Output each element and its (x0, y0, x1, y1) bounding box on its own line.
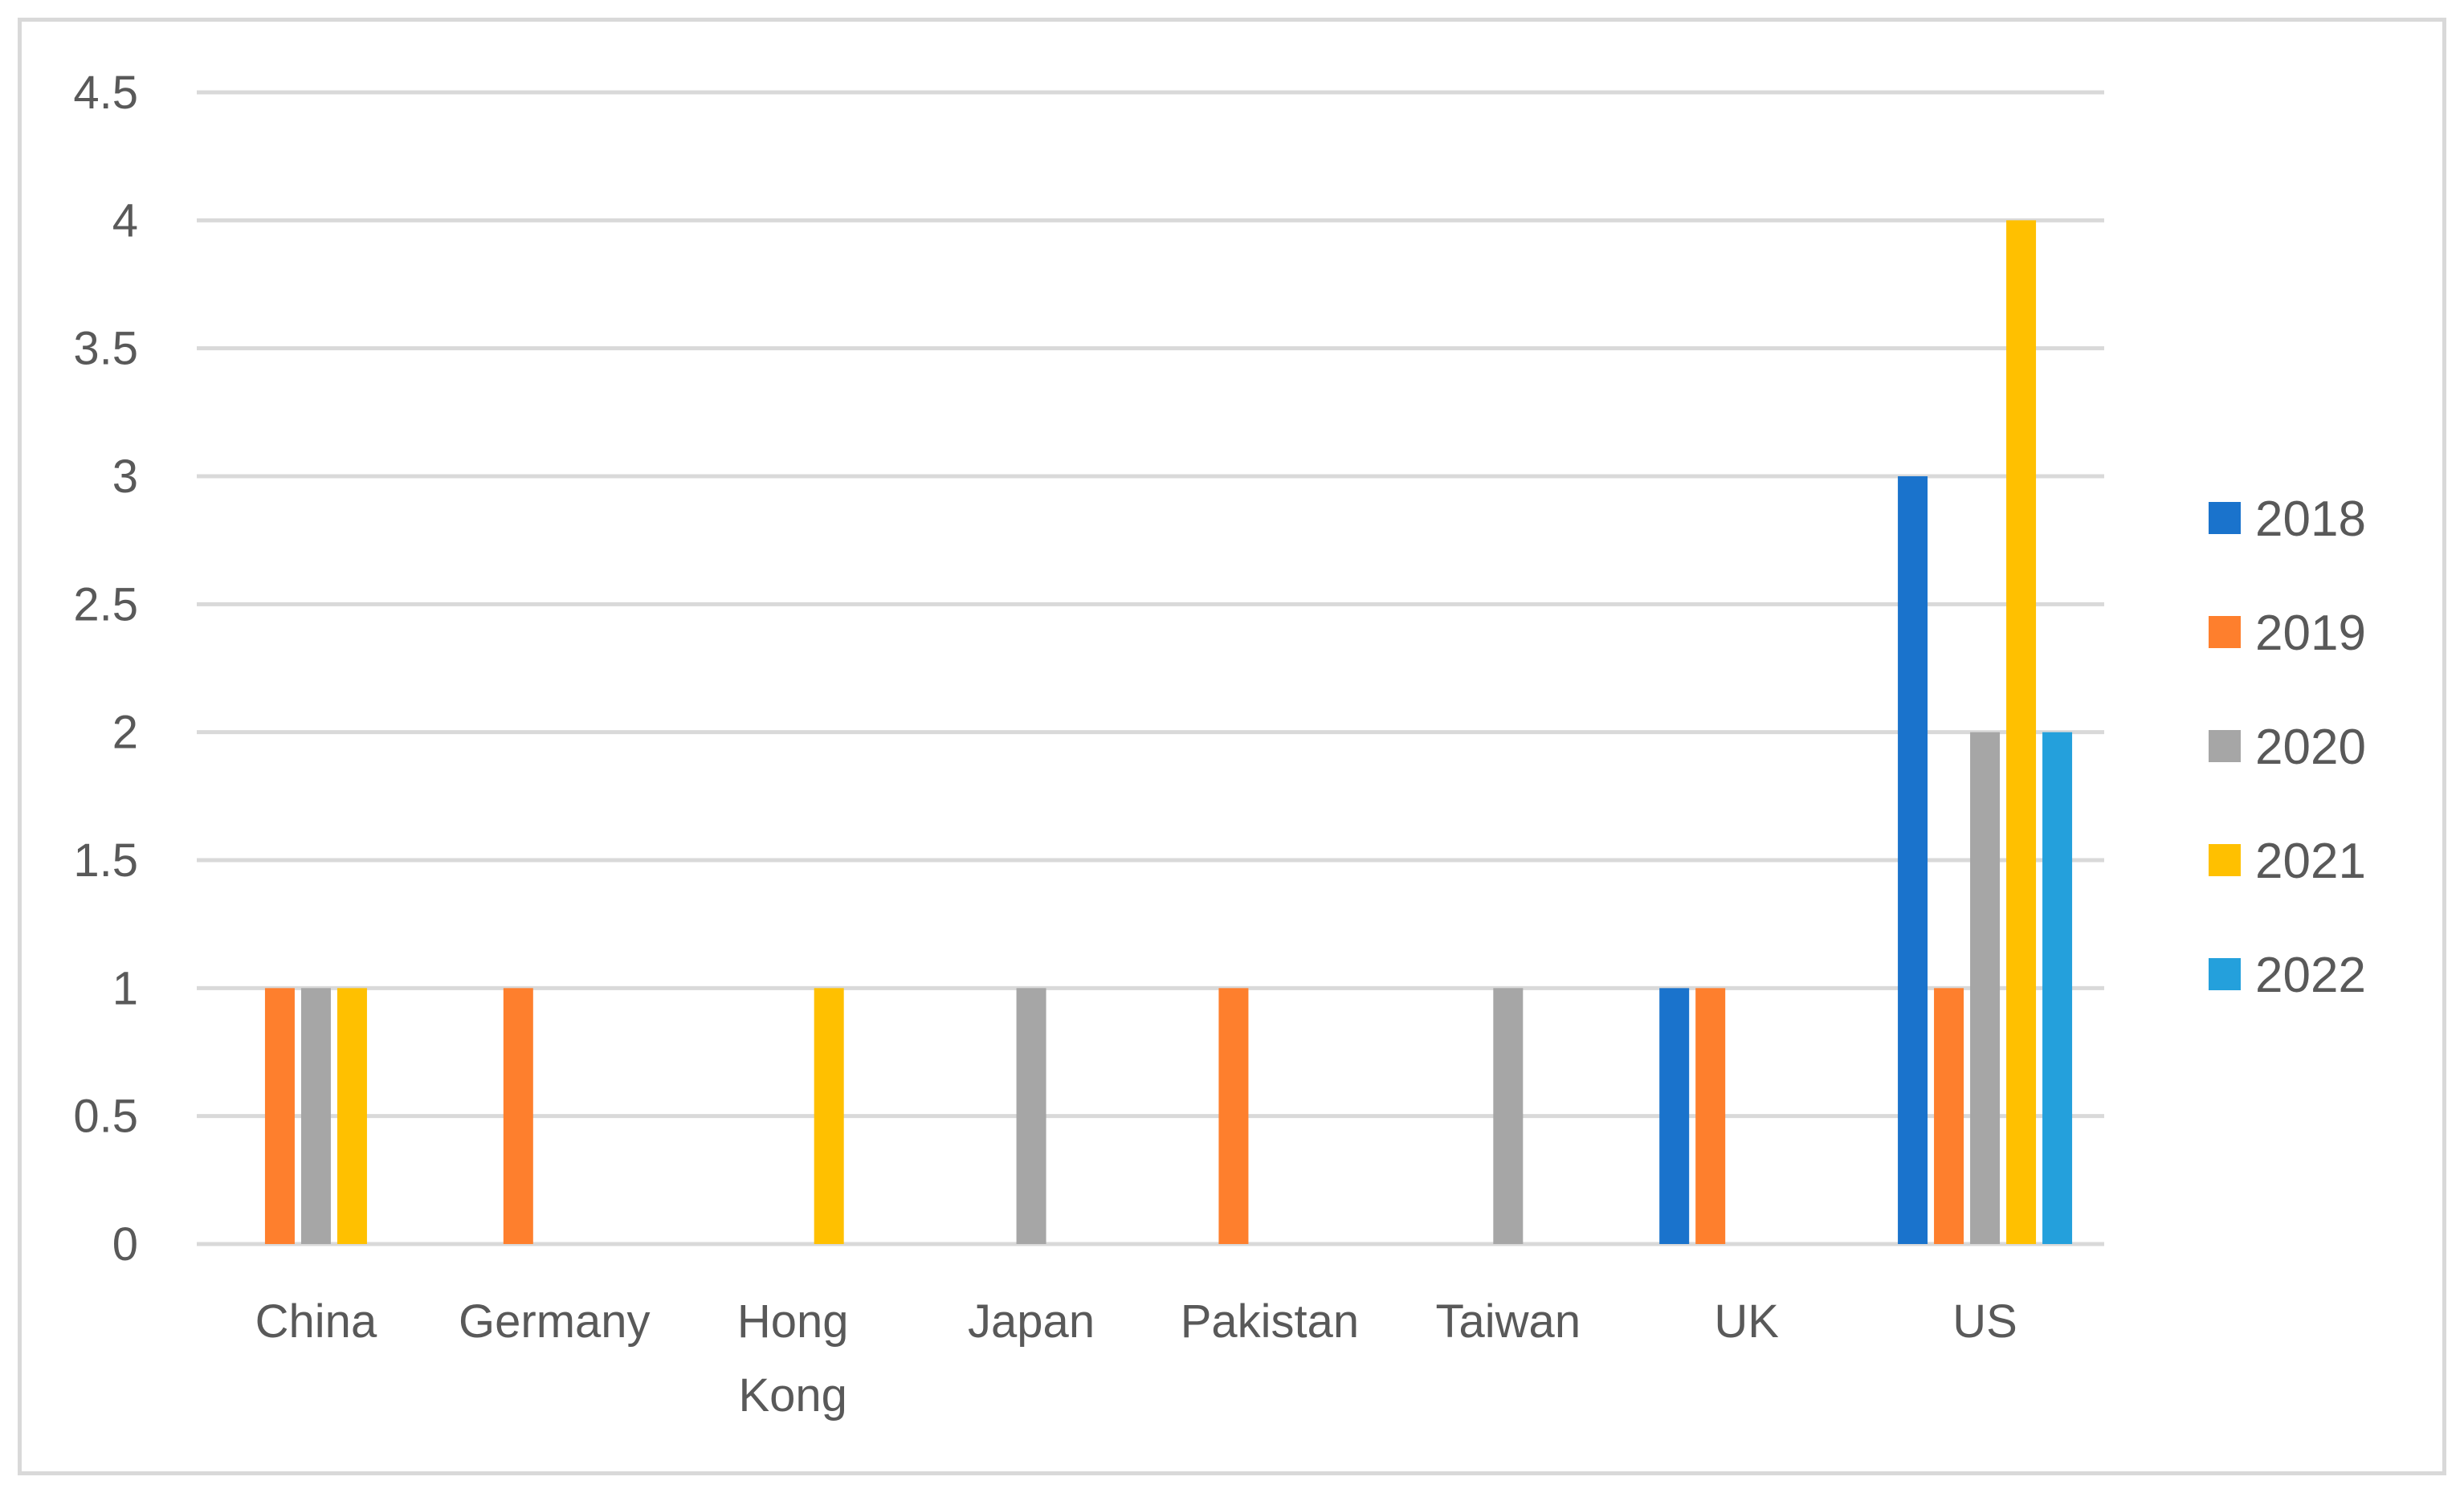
legend-label: 2020 (2255, 720, 2366, 775)
bar-2018 (1659, 988, 1690, 1244)
bar-2020 (1016, 988, 1046, 1244)
legend-swatch (2209, 502, 2241, 534)
x-tick-label: China (255, 1295, 377, 1348)
x-tick-label: Kong (738, 1369, 846, 1422)
bar-2021 (337, 988, 367, 1244)
bar-2021 (814, 988, 844, 1244)
y-tick-label: 1 (112, 962, 138, 1014)
y-tick-label: 3 (112, 451, 138, 503)
legend-label: 2022 (2255, 948, 2366, 1003)
y-axis-ticks: 0 0.5 1 1.5 2 2.5 3 3.5 4 4.5 (73, 67, 138, 1271)
gridlines (197, 90, 2104, 1246)
bar-2020 (1493, 988, 1524, 1244)
bars (264, 220, 2073, 1244)
x-tick-label: Taiwan (1436, 1295, 1581, 1348)
x-tick-label: US (1952, 1295, 2017, 1348)
y-tick-label: 2.5 (73, 578, 138, 630)
x-axis-ticks: China Germany Hong Kong Japan Pakistan Taiwan U… (255, 1295, 2017, 1422)
bar-2019 (264, 988, 295, 1244)
x-tick-label: Germany (459, 1295, 651, 1348)
bar-2019 (1218, 988, 1249, 1244)
y-tick-label: 3.5 (73, 323, 138, 375)
y-tick-label: 0.5 (73, 1091, 138, 1143)
x-tick-label: Japan (968, 1295, 1095, 1348)
x-tick-label: Pakistan (1181, 1295, 1359, 1348)
legend: 2018 2019 2020 2021 2022 (2209, 492, 2366, 1003)
bar-2021 (2006, 220, 2037, 1244)
bar-2019 (1934, 988, 1964, 1244)
legend-swatch (2209, 730, 2241, 762)
legend-label: 2018 (2255, 492, 2366, 547)
x-tick-label: UK (1714, 1295, 1779, 1348)
legend-label: 2021 (2255, 834, 2366, 889)
bar-2022 (2042, 732, 2073, 1244)
y-tick-label: 2 (112, 707, 138, 759)
legend-swatch (2209, 958, 2241, 990)
legend-swatch (2209, 616, 2241, 648)
legend-label: 2019 (2255, 606, 2366, 661)
x-tick-label: Hong (737, 1295, 849, 1348)
y-tick-label: 0 (112, 1218, 138, 1271)
y-tick-label: 4.5 (73, 67, 138, 119)
bar-2019 (1695, 988, 1726, 1244)
bar-2018 (1898, 476, 1928, 1244)
bar-2019 (503, 988, 533, 1244)
y-tick-label: 1.5 (73, 834, 138, 887)
bar-2020 (1970, 732, 2001, 1244)
legend-swatch (2209, 844, 2241, 876)
y-tick-label: 4 (112, 194, 138, 247)
bar-2020 (300, 988, 331, 1244)
